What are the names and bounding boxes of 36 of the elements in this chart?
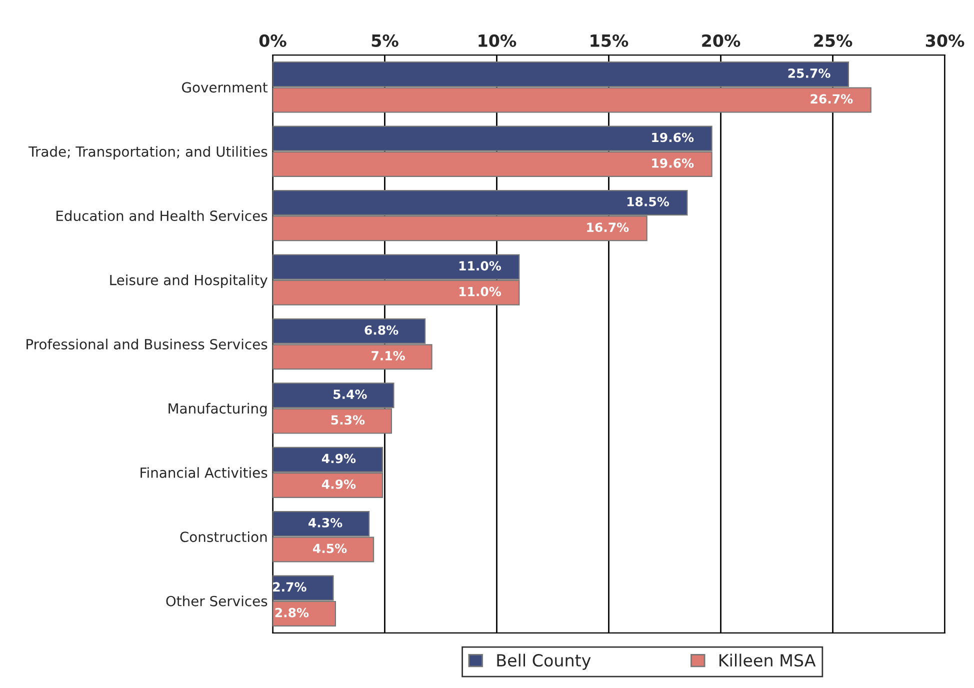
y-tick-label: Trade; Transportation; and Utilities — [28, 146, 268, 160]
x-tick-label: 10% — [478, 34, 516, 47]
y-tick-label: Professional and Business Services — [26, 338, 268, 350]
data-label: 4.5% — [312, 544, 347, 554]
x-tick-label: 25% — [814, 34, 852, 47]
data-label: 6.8% — [364, 325, 398, 335]
x-tick-label: 5% — [372, 34, 398, 47]
y-tick-label: Construction — [180, 531, 267, 542]
data-label: 19.6% — [652, 158, 694, 168]
data-label: 7.1% — [372, 351, 405, 360]
y-tick-label: Education and Health Services — [56, 210, 268, 222]
x-tick-label: 30% — [926, 34, 964, 47]
data-label: 11.0% — [459, 261, 501, 271]
y-tick-label: Government — [182, 82, 268, 93]
y-tick-label: Leisure and Hospitality — [110, 274, 268, 288]
y-tick-label: Financial Activities — [140, 467, 268, 478]
data-label: 18.5% — [627, 196, 670, 206]
data-label: 5.3% — [331, 415, 365, 425]
data-label: 5.4% — [334, 390, 367, 399]
data-label: 4.9% — [322, 454, 356, 464]
x-tick-label: 0% — [259, 34, 286, 47]
data-label: 16.7% — [587, 222, 629, 232]
data-label: 4.9% — [322, 479, 356, 489]
legend-label: Killeen MSA — [720, 654, 816, 667]
data-label: 19.6% — [652, 132, 694, 142]
legend-label: Bell County — [497, 654, 591, 670]
data-label: 4.3% — [308, 518, 342, 528]
data-label: 25.7% — [788, 68, 830, 78]
x-tick-label: 20% — [702, 34, 740, 47]
data-label: 2.7% — [273, 582, 306, 592]
y-tick-label: Other Services — [166, 596, 268, 606]
data-label: 26.7% — [810, 94, 853, 104]
x-tick-label: 15% — [590, 34, 628, 47]
y-tick-label: Manufacturing — [168, 402, 267, 416]
data-label: 11.0% — [459, 286, 501, 296]
data-label: 2.8% — [275, 608, 309, 618]
